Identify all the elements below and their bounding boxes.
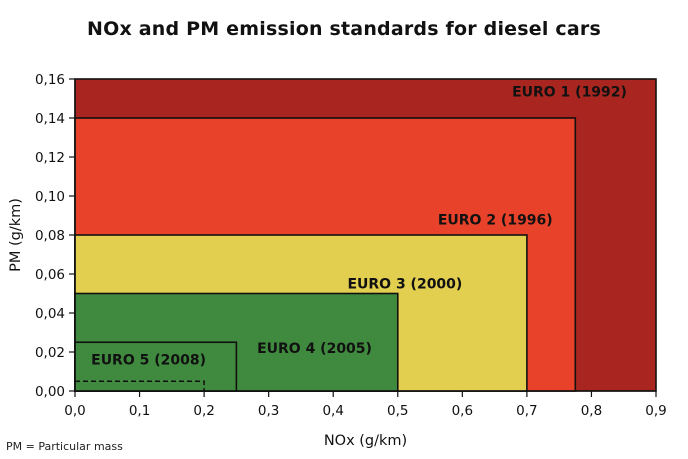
x-tick-label: 0,7 xyxy=(516,403,537,419)
x-tick-label: 0,9 xyxy=(645,403,666,419)
y-axis-title: PM (g/km) xyxy=(8,198,24,272)
x-tick-label: 0,5 xyxy=(387,403,408,419)
x-tick-label: 0,2 xyxy=(193,403,214,419)
dashed-limit-box xyxy=(75,380,205,391)
y-tick-label: 0,02 xyxy=(35,345,65,361)
region-label-euro-3: EURO 3 (2000) xyxy=(347,277,462,293)
y-tick-label: 0,10 xyxy=(35,189,65,205)
y-tick-label: 0,06 xyxy=(35,267,65,283)
y-tick-label: 0,08 xyxy=(35,228,65,244)
x-axis-title: NOx (g/km) xyxy=(324,433,407,449)
y-tick-label: 0,14 xyxy=(35,111,65,127)
x-tick-label: 0,1 xyxy=(129,403,150,419)
labels-layer: EURO 1 (1992) EURO 2 (1996) EURO 3 (2000) E… xyxy=(91,85,627,369)
regions-layer xyxy=(74,78,657,392)
chart-title: NOx and PM emission standards for diesel… xyxy=(87,18,601,40)
y-tick-label: 0,00 xyxy=(35,384,65,400)
x-tick-label: 0,3 xyxy=(258,403,279,419)
y-tick-label: 0,12 xyxy=(35,150,65,166)
region-euro-5 xyxy=(74,341,238,392)
x-tick-label: 0,4 xyxy=(322,403,343,419)
y-tick-label: 0,16 xyxy=(35,72,65,88)
x-tick-label: 0,0 xyxy=(64,403,85,419)
x-tick-label: 0,8 xyxy=(581,403,602,419)
x-tick-label: 0,6 xyxy=(452,403,473,419)
region-label-euro-2: EURO 2 (1996) xyxy=(438,212,553,228)
region-label-euro-5: EURO 5 (2008) xyxy=(91,353,206,369)
axes-layer: 0,0 0,1 0,2 0,3 0,4 0,5 0,6 0,7 0,8 0,9 0,00 0,02 0,… xyxy=(8,72,667,449)
footnote: PM = Particular mass xyxy=(6,440,123,453)
y-tick-label: 0,04 xyxy=(35,306,65,322)
region-label-euro-4: EURO 4 (2005) xyxy=(257,341,372,357)
region-label-euro-1: EURO 1 (1992) xyxy=(512,85,627,101)
